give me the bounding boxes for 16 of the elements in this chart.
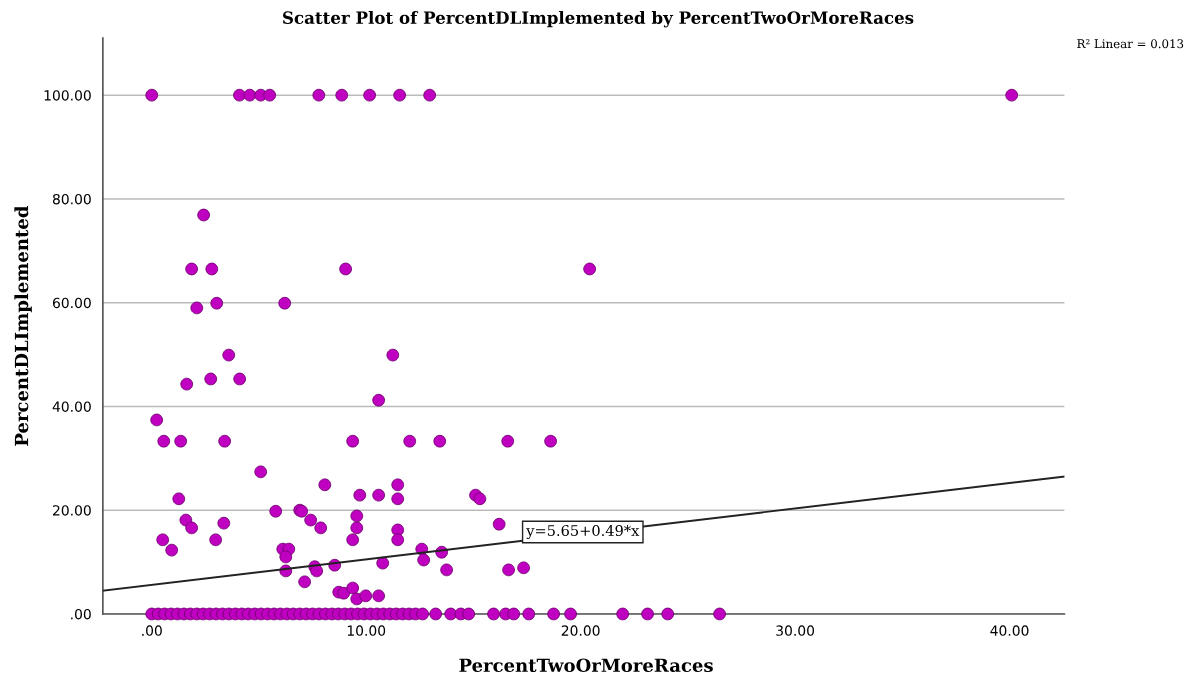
x-tick-label: 30.00 xyxy=(776,625,815,636)
y-tick-label: 40.00 xyxy=(52,401,91,412)
y-tick-label: 80.00 xyxy=(52,193,91,205)
x-tick-label: 40.00 xyxy=(990,625,1029,636)
y-tick-label: 60.00 xyxy=(52,297,91,309)
x-tick-label: .00 xyxy=(142,625,162,636)
x-tick-label: 20.00 xyxy=(561,625,600,636)
y-tick-label: 20.00 xyxy=(53,505,91,516)
y-axis-title: PercentDLImplemented xyxy=(14,205,32,446)
x-tick-label: 10.00 xyxy=(347,625,386,636)
text: R² Linear = 0.013 xyxy=(1077,39,1184,49)
chart-title: Scatter Plot of PercentDLImplemented by PercentTwoOrMoreRaces xyxy=(283,11,914,28)
y-tick-label: 100.00 xyxy=(44,90,91,101)
x-axis-title: PercentTwoOrMoreRaces xyxy=(459,658,713,673)
annotation: y=5.65+0.49*x xyxy=(526,525,640,540)
y-tick-label: .00 xyxy=(71,608,91,620)
